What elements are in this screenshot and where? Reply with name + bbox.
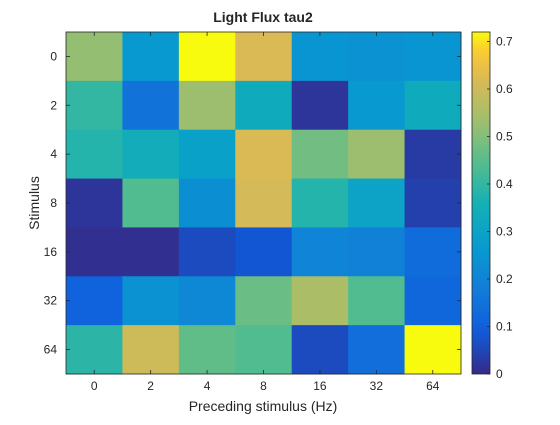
heatmap-cells bbox=[66, 32, 462, 375]
x-tick-label: 0 bbox=[91, 379, 98, 393]
heatmap-cell bbox=[178, 178, 236, 228]
heatmap-cell bbox=[404, 32, 462, 82]
y-tick-label: 4 bbox=[50, 147, 57, 161]
x-tick-label: 8 bbox=[260, 379, 267, 393]
y-axis: 0 2 4 8 16 32 64 bbox=[44, 49, 461, 357]
x-tick-label: 4 bbox=[204, 379, 211, 393]
heatmap-cell bbox=[348, 80, 406, 131]
heatmap-cell bbox=[235, 325, 293, 375]
y-tick-label: 32 bbox=[44, 294, 58, 308]
x-tick-label: 2 bbox=[147, 379, 154, 393]
heatmap-cell bbox=[178, 325, 236, 375]
heatmap-cell bbox=[122, 178, 180, 228]
colorbar-tick-label: 0.4 bbox=[496, 177, 513, 191]
colorbar-tick-label: 0.7 bbox=[496, 35, 513, 49]
colorbar-tick-label: 0.6 bbox=[496, 82, 513, 96]
heatmap-cell bbox=[348, 178, 406, 228]
heatmap-cell bbox=[122, 227, 180, 277]
heatmap-cell bbox=[66, 227, 123, 277]
heatmap-cell bbox=[178, 80, 236, 131]
heatmap-cell bbox=[348, 227, 406, 277]
colorbar-tick-label: 0.5 bbox=[496, 130, 513, 144]
y-axis-label: Stimulus bbox=[26, 176, 42, 230]
heatmap-cell bbox=[404, 276, 462, 326]
heatmap-cell bbox=[235, 32, 293, 82]
colorbar-tick-label: 0.2 bbox=[496, 272, 513, 286]
heatmap-cell bbox=[66, 276, 123, 326]
x-axis: 0 2 4 8 16 32 64 bbox=[91, 32, 440, 393]
heatmap-cell bbox=[66, 80, 123, 131]
heatmap-cell bbox=[404, 80, 462, 131]
y-tick-label: 0 bbox=[50, 49, 57, 63]
heatmap-cell bbox=[404, 227, 462, 277]
heatmap-cell bbox=[122, 32, 180, 82]
x-tick-label: 16 bbox=[313, 379, 327, 393]
heatmap-cell bbox=[291, 80, 349, 131]
heatmap-cell bbox=[291, 227, 349, 277]
heatmap-cell bbox=[235, 276, 293, 326]
heatmap-cell bbox=[235, 227, 293, 277]
heatmap-cell bbox=[404, 178, 462, 228]
heatmap-cell bbox=[348, 276, 406, 326]
heatmap-cell bbox=[235, 129, 293, 180]
heatmap-cell bbox=[122, 80, 180, 131]
colorbar-tick-label: 0.3 bbox=[496, 225, 513, 239]
heatmap-cell bbox=[122, 129, 180, 180]
heatmap-cell bbox=[178, 129, 236, 180]
chart-title: Light Flux tau2 bbox=[213, 9, 313, 25]
x-axis-label: Preceding stimulus (Hz) bbox=[189, 398, 338, 414]
x-tick-label: 32 bbox=[370, 379, 384, 393]
heatmap-cell bbox=[291, 178, 349, 228]
y-tick-label: 16 bbox=[44, 245, 58, 259]
y-tick-label: 2 bbox=[50, 98, 57, 112]
x-tick-label: 64 bbox=[426, 379, 440, 393]
heatmap-cell bbox=[178, 227, 236, 277]
heatmap-cell bbox=[348, 129, 406, 180]
heatmap-cell bbox=[178, 32, 236, 82]
heatmap-cell bbox=[235, 80, 293, 131]
heatmap-cell bbox=[291, 325, 349, 375]
heatmap-cell bbox=[66, 32, 123, 82]
heatmap-cell bbox=[291, 129, 349, 180]
heatmap-cell bbox=[178, 276, 236, 326]
heatmap-cell bbox=[66, 129, 123, 180]
heatmap-cell bbox=[404, 325, 462, 375]
heatmap-cell bbox=[291, 32, 349, 82]
heatmap-cell bbox=[235, 178, 293, 228]
y-tick-label: 64 bbox=[44, 343, 58, 357]
heatmap-cell bbox=[291, 276, 349, 326]
heatmap-cell bbox=[348, 325, 406, 375]
colorbar bbox=[471, 31, 491, 375]
colorbar-ticks: 0 0.1 0.2 0.3 0.4 0.5 0.6 0.7 bbox=[487, 35, 513, 381]
heatmap-cell bbox=[122, 325, 180, 375]
colorbar-tick-label: 0.1 bbox=[496, 320, 513, 334]
heatmap-cell bbox=[122, 276, 180, 326]
heatmap-cell bbox=[404, 129, 462, 180]
heatmap-cell bbox=[66, 178, 123, 228]
y-tick-label: 8 bbox=[50, 196, 57, 210]
colorbar-tick-label: 0 bbox=[496, 367, 503, 381]
heatmap-cell bbox=[348, 32, 406, 82]
heatmap-cell bbox=[66, 325, 123, 375]
